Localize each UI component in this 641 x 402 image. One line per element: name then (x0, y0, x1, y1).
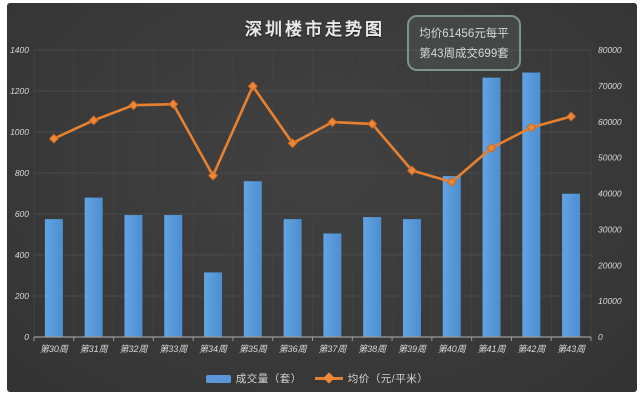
price-point-第33周 (168, 99, 179, 110)
right-axis-label: 0 (598, 332, 603, 342)
price-point-第30周 (48, 133, 59, 144)
price-point-第41周 (486, 142, 497, 153)
right-axis-label: 10000 (598, 296, 622, 306)
x-axis-label: 第41周 (478, 344, 507, 354)
price-line (53, 84, 572, 184)
price-point-第32周 (128, 100, 139, 111)
left-axis-label: 1200 (10, 86, 29, 96)
left-axis-label: 800 (15, 168, 29, 178)
bar-week-第33周 (164, 215, 183, 337)
chart-title: 深圳楼市走势图 (245, 20, 385, 39)
x-axis-label: 第36周 (279, 344, 308, 354)
right-axis-label: 30000 (598, 224, 622, 234)
right-axis-label: 70000 (598, 81, 622, 91)
price-point-第40周 (446, 177, 457, 188)
price-point-第38周 (367, 118, 378, 129)
x-axis-label: 第42周 (517, 344, 546, 354)
left-axis-label: 600 (15, 209, 29, 219)
x-axis-label: 第33周 (159, 344, 188, 354)
bar-week-第36周 (283, 219, 302, 337)
bar-week-第38周 (363, 217, 382, 337)
left-axis-label: 1000 (10, 127, 29, 137)
left-axis-label: 200 (14, 291, 29, 301)
left-axis-label: 0 (24, 332, 29, 342)
price-point-第31周 (88, 115, 99, 126)
right-axis-label: 80000 (598, 45, 622, 55)
plot-canvas: 0 200 400 600 800 1000 1200 1400 0 10000 20000 3000… (10, 45, 622, 354)
chart-area: 0 200 400 600 800 1000 1200 1400 0 10000 20000 3000… (7, 3, 637, 392)
price-point-第34周 (208, 170, 219, 181)
x-axis-label: 第30周 (40, 344, 69, 354)
annotation-price-text: 均价61456元每平 (419, 28, 509, 40)
bar-week-第30周 (44, 219, 63, 337)
bar-week-第31周 (84, 197, 103, 337)
price-point-第36周 (287, 138, 298, 149)
price-point-第43周 (566, 111, 577, 122)
x-axis-label: 第34周 (199, 344, 228, 354)
right-axis-label: 50000 (598, 153, 622, 163)
bar-week-第32周 (124, 215, 143, 337)
bar-week-第41周 (482, 77, 501, 338)
bar-week-第35周 (243, 181, 262, 337)
annotation-volume-text: 第43周成交699套 (419, 48, 509, 60)
bar-week-第40周 (442, 176, 461, 337)
legend-line-label: 均价（元/平米） (347, 373, 429, 385)
right-axis-label: 20000 (597, 260, 622, 270)
bar-week-第42周 (522, 72, 541, 338)
price-point-第37周 (327, 117, 338, 128)
left-axis-label: 1400 (10, 45, 29, 55)
x-axis-label: 第38周 (358, 344, 387, 354)
legend-bar-swatch-icon (205, 374, 231, 383)
legend-bar-label: 成交量（套） (235, 373, 302, 385)
legend: 成交量（套） 均价（元/平米） (7, 371, 627, 386)
diamond-marker-icon (323, 372, 335, 384)
right-axis-label: 60000 (598, 117, 622, 127)
x-axis-label: 第35周 (239, 344, 268, 354)
price-point-第35周 (247, 81, 258, 92)
x-axis-label: 第31周 (80, 344, 109, 354)
bar-week-第43周 (562, 193, 581, 337)
price-point-第39周 (406, 165, 417, 176)
x-axis-label: 第39周 (398, 344, 427, 354)
legend-line-swatch-icon (314, 372, 343, 384)
right-axis-label: 40000 (598, 189, 622, 199)
x-axis-label: 第32周 (119, 344, 148, 354)
x-axis-label: 第37周 (318, 344, 347, 354)
price-point-第42周 (526, 122, 537, 133)
left-axis-label: 400 (15, 250, 29, 260)
bar-week-第39周 (402, 219, 421, 337)
x-axis-label: 第43周 (557, 344, 586, 354)
annotation-box: 均价61456元每平 第43周成交699套 (407, 15, 521, 71)
bar-week-第37周 (323, 233, 342, 337)
bar-week-第34周 (204, 272, 223, 337)
x-axis-label: 第40周 (438, 344, 467, 354)
